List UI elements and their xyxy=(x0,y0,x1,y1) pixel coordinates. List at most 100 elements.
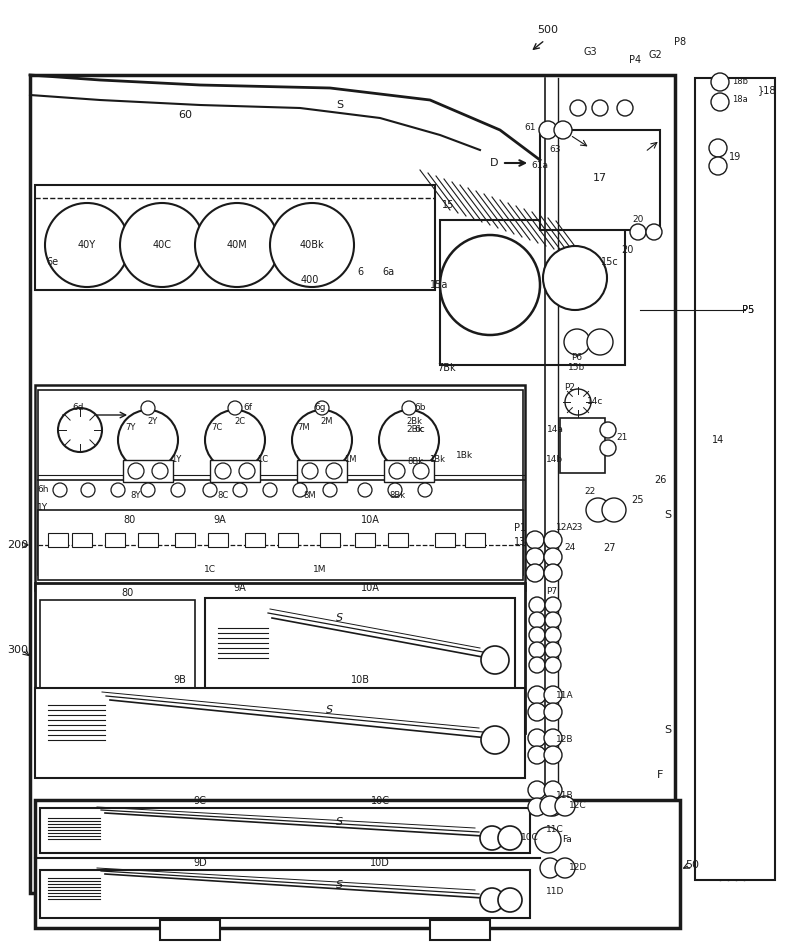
Text: 2Bk: 2Bk xyxy=(406,417,422,427)
Text: 500: 500 xyxy=(538,25,558,35)
Text: 6f: 6f xyxy=(243,403,253,413)
Bar xyxy=(695,78,775,880)
Circle shape xyxy=(564,329,590,355)
Circle shape xyxy=(388,483,402,497)
Circle shape xyxy=(270,203,354,287)
Circle shape xyxy=(389,463,405,479)
Text: 12B: 12B xyxy=(556,736,574,744)
Text: P7: P7 xyxy=(546,588,558,596)
Text: 6d: 6d xyxy=(72,403,84,413)
Circle shape xyxy=(565,389,591,415)
Text: S: S xyxy=(337,880,343,890)
Text: 8M: 8M xyxy=(304,491,316,499)
Circle shape xyxy=(498,888,522,912)
Circle shape xyxy=(233,483,247,497)
Text: 11D: 11D xyxy=(546,887,564,897)
Text: 1Y: 1Y xyxy=(171,456,181,464)
Bar xyxy=(105,533,125,547)
Text: 80: 80 xyxy=(124,515,136,525)
Circle shape xyxy=(540,858,560,878)
Bar xyxy=(435,533,455,547)
Circle shape xyxy=(544,548,562,566)
Circle shape xyxy=(228,401,242,415)
Text: 10C: 10C xyxy=(521,834,539,842)
Circle shape xyxy=(587,329,613,355)
Text: 6: 6 xyxy=(357,267,363,277)
Circle shape xyxy=(600,422,616,438)
Circle shape xyxy=(81,483,95,497)
Text: 1M: 1M xyxy=(314,565,326,575)
Circle shape xyxy=(544,781,562,799)
Text: 13: 13 xyxy=(514,537,526,547)
Text: Fa: Fa xyxy=(562,836,572,844)
Text: 25: 25 xyxy=(632,495,644,505)
Text: S: S xyxy=(337,817,343,827)
Circle shape xyxy=(195,203,279,287)
Circle shape xyxy=(203,483,217,497)
Circle shape xyxy=(711,73,729,91)
Text: 20: 20 xyxy=(632,216,644,224)
Text: 15b: 15b xyxy=(568,364,586,372)
Circle shape xyxy=(528,703,546,721)
Text: 6g: 6g xyxy=(314,403,326,413)
Text: 21: 21 xyxy=(616,432,628,442)
Text: 8Bk: 8Bk xyxy=(389,491,405,499)
Bar xyxy=(138,533,158,547)
Circle shape xyxy=(141,401,155,415)
Circle shape xyxy=(526,548,544,566)
Text: S: S xyxy=(337,100,343,110)
Circle shape xyxy=(528,781,546,799)
Circle shape xyxy=(586,498,610,522)
Bar xyxy=(540,130,660,230)
Circle shape xyxy=(302,463,318,479)
Circle shape xyxy=(498,826,522,850)
Circle shape xyxy=(543,246,607,310)
Text: 8Y: 8Y xyxy=(131,491,141,499)
Circle shape xyxy=(545,612,561,628)
Text: 1C: 1C xyxy=(204,565,216,575)
Bar xyxy=(208,533,228,547)
Circle shape xyxy=(118,410,178,470)
Circle shape xyxy=(528,798,546,816)
Circle shape xyxy=(539,121,557,139)
Circle shape xyxy=(326,463,342,479)
Text: 9A: 9A xyxy=(214,515,226,525)
Text: 18b: 18b xyxy=(732,77,748,87)
Circle shape xyxy=(529,627,545,643)
Text: 10D: 10D xyxy=(370,858,390,868)
Text: P8: P8 xyxy=(674,37,686,47)
Text: 14a: 14a xyxy=(546,426,563,434)
Text: 10A: 10A xyxy=(361,583,379,593)
Bar xyxy=(35,583,525,733)
Circle shape xyxy=(529,657,545,673)
Text: 15a: 15a xyxy=(430,280,448,290)
Text: 10C: 10C xyxy=(370,796,390,806)
Bar xyxy=(38,390,523,575)
Text: 2M: 2M xyxy=(321,417,334,427)
Text: 61: 61 xyxy=(524,123,536,133)
Circle shape xyxy=(592,100,608,116)
Circle shape xyxy=(709,139,727,157)
Circle shape xyxy=(413,463,429,479)
Text: 7M: 7M xyxy=(298,424,310,432)
Text: 8Bk: 8Bk xyxy=(407,458,423,466)
Bar xyxy=(320,533,340,547)
Bar xyxy=(355,533,375,547)
Circle shape xyxy=(602,498,626,522)
Text: 22: 22 xyxy=(584,488,596,496)
Text: 60: 60 xyxy=(178,110,192,120)
Text: 63: 63 xyxy=(550,145,561,154)
Circle shape xyxy=(630,224,646,240)
Text: 200: 200 xyxy=(7,540,29,550)
Circle shape xyxy=(709,157,727,175)
Circle shape xyxy=(529,642,545,658)
Bar xyxy=(297,460,347,482)
Text: 1M: 1M xyxy=(344,456,356,464)
Circle shape xyxy=(544,798,562,816)
Text: 7Bk: 7Bk xyxy=(438,363,456,373)
Text: 15c: 15c xyxy=(601,257,619,267)
Circle shape xyxy=(544,686,562,704)
Text: 80: 80 xyxy=(122,588,134,598)
Text: 9C: 9C xyxy=(194,796,206,806)
Text: 10A: 10A xyxy=(361,515,379,525)
